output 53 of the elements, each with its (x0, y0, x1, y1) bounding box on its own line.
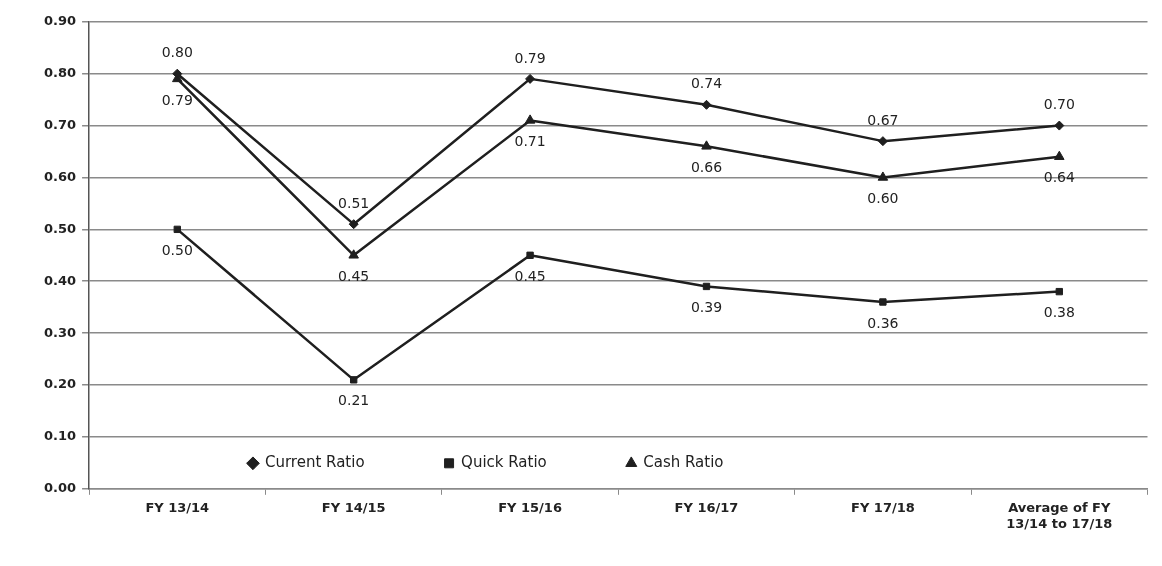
point (1055, 287, 1063, 296)
point (879, 298, 887, 306)
legend-label: Current Ratio (264, 453, 365, 472)
x-tick-label: Average of FY 13/14 to 17/18 (1006, 499, 1113, 531)
y-tick-label: 0.90 (44, 13, 77, 29)
data-label: 0.21 (338, 392, 370, 409)
y-tick-label: 0.30 (44, 324, 77, 340)
y-tick-label: 0.70 (44, 116, 77, 132)
data-label: 0.50 (161, 242, 193, 258)
data-label: 0.60 (867, 190, 899, 207)
data-label: 0.39 (690, 299, 723, 316)
y-tick-label: 0.40 (44, 272, 77, 288)
data-label: 0.80 (161, 44, 193, 61)
data-label: 0.79 (161, 91, 193, 108)
data-label: 0.45 (514, 267, 546, 284)
x-tick-label: FY 15/16 (498, 499, 562, 515)
data-label: 0.45 (338, 267, 370, 284)
y-tick-label: 0.00 (44, 480, 77, 496)
legend-label: Cash Ratio (643, 453, 724, 472)
point (701, 99, 712, 110)
data-label: 0.74 (690, 75, 723, 92)
y-tick-label: 0.20 (44, 376, 77, 392)
x-tick-label: FY 14/15 (321, 499, 386, 515)
y-tick-label: 0.80 (44, 65, 77, 81)
legend-label: Quick Ratio (461, 453, 547, 472)
x-tick-label: FY 16/17 (674, 499, 739, 515)
point (526, 251, 534, 259)
point (877, 136, 888, 147)
data-label: 0.51 (338, 194, 370, 211)
y-tick-label: 0.10 (44, 428, 77, 444)
data-label: 0.67 (867, 111, 899, 128)
data-label: 0.66 (690, 158, 723, 175)
point (348, 249, 359, 259)
point (525, 73, 536, 84)
x-tick-label: FY 13/14 (145, 499, 210, 515)
y-tick-label: 0.60 (44, 168, 77, 184)
data-label: 0.71 (514, 133, 546, 150)
point (702, 282, 711, 291)
point (348, 219, 359, 230)
data-label: 0.36 (867, 314, 899, 331)
point (173, 225, 181, 234)
point (877, 171, 889, 181)
point (524, 114, 536, 124)
data-label: 0.70 (1043, 96, 1075, 113)
y-tick-label: 0.50 (44, 220, 77, 236)
point (350, 376, 358, 384)
data-label: 0.79 (514, 49, 546, 66)
point (1054, 150, 1065, 160)
data-label: 0.38 (1043, 304, 1075, 321)
point (701, 140, 712, 150)
point (1054, 120, 1065, 131)
x-tick-label: FY 17/18 (851, 499, 915, 515)
data-label: 0.64 (1043, 169, 1075, 186)
